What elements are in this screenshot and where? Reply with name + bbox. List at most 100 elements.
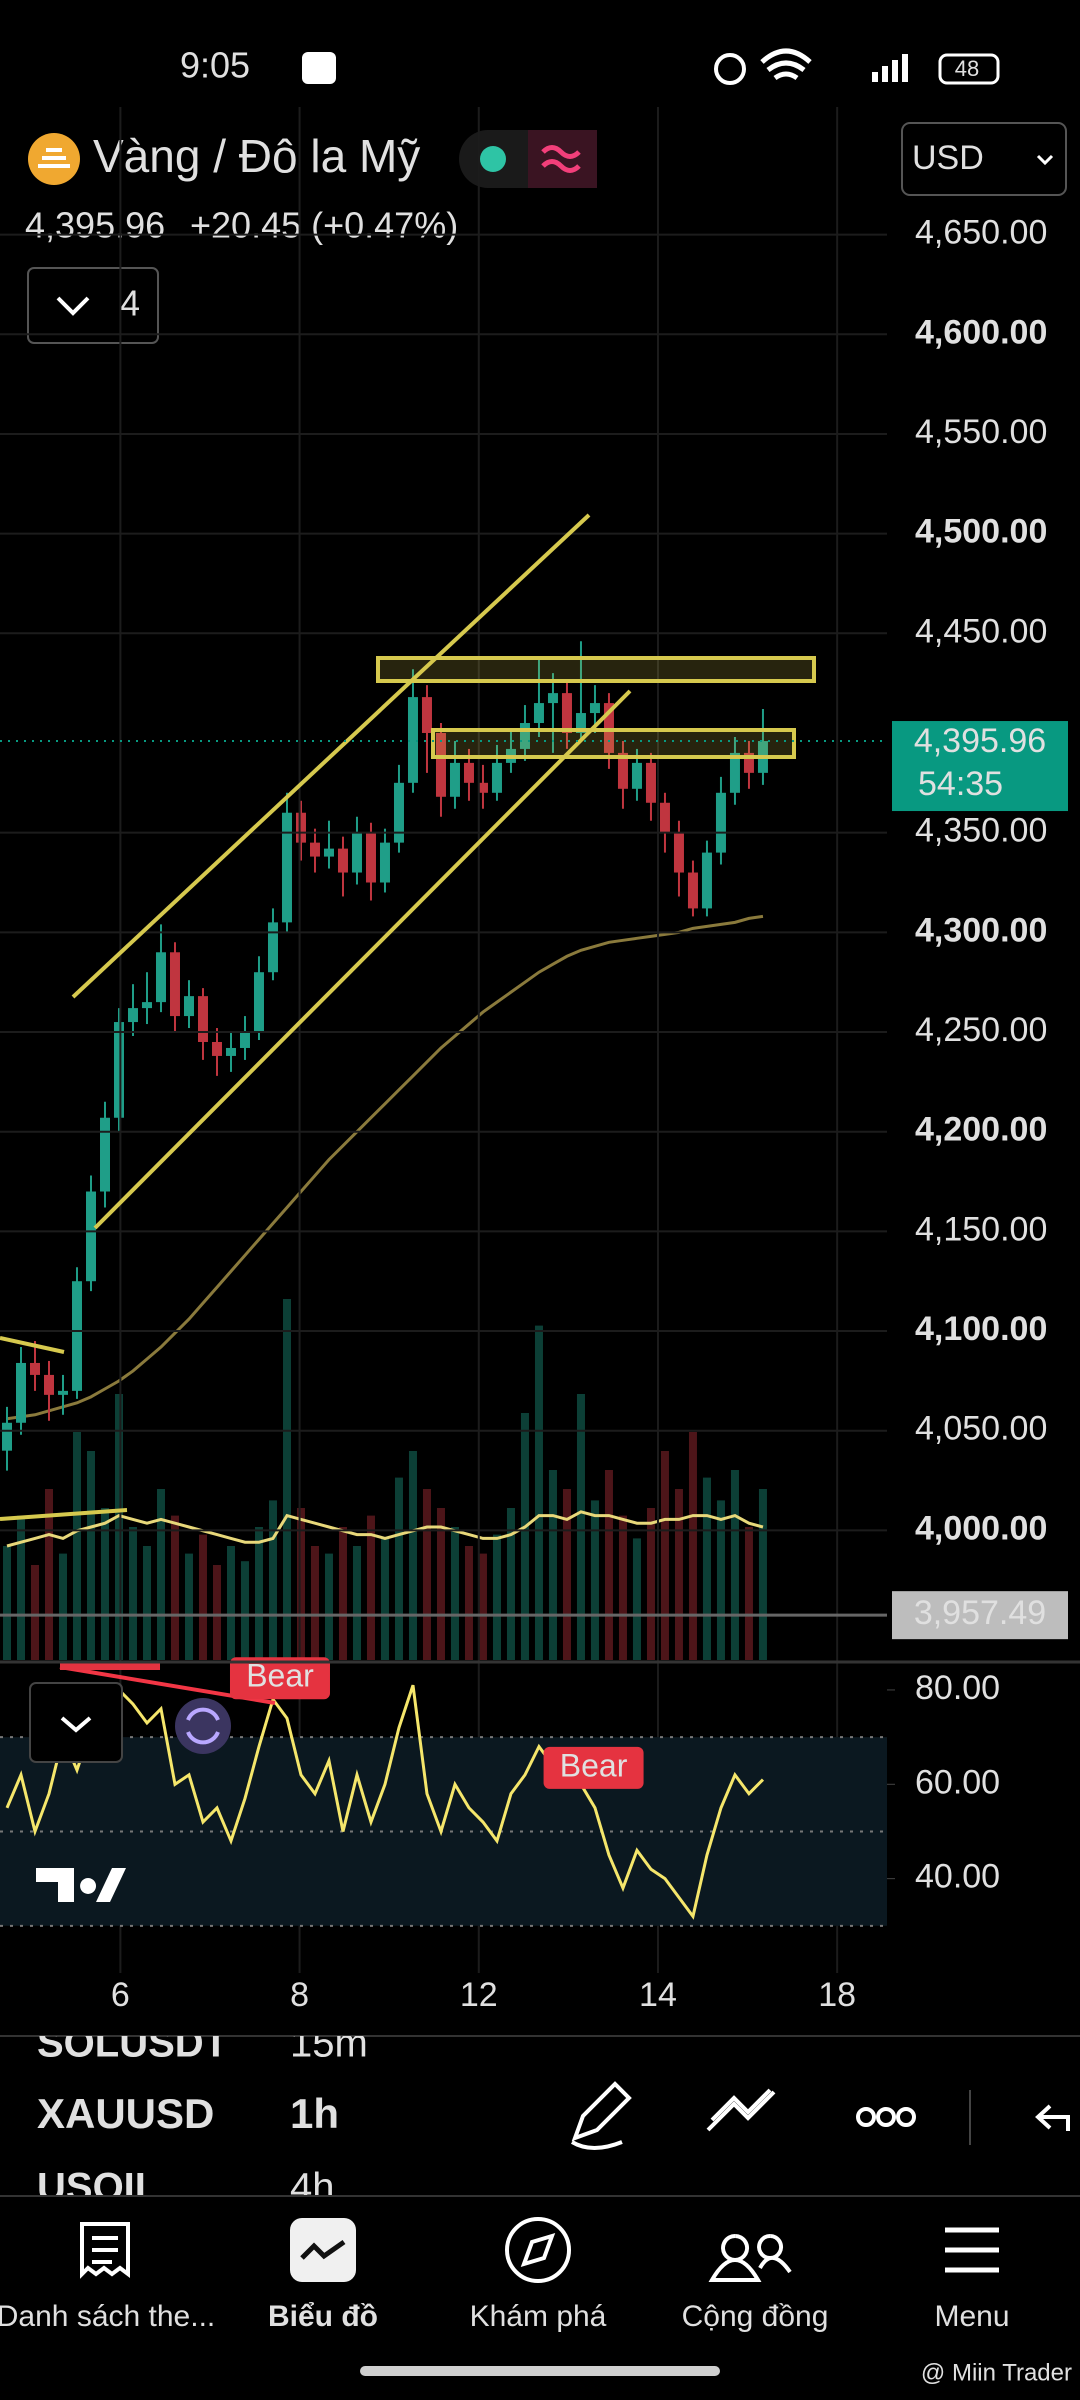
y-tick-label: 4,250.00	[915, 1011, 1047, 1049]
volume-bar	[576, 1394, 585, 1660]
volume-bar	[58, 1553, 67, 1660]
volume-bar	[114, 1394, 123, 1660]
nav-label[interactable]: Cộng đồng	[682, 2300, 829, 2333]
watermark: @ Miin Trader	[921, 2359, 1072, 2386]
volume-bar	[184, 1553, 193, 1660]
volume-bar	[268, 1500, 277, 1660]
chevron	[60, 1716, 92, 1733]
candle-body	[197, 996, 208, 1042]
volume-bar	[688, 1432, 697, 1660]
zone-box	[376, 656, 816, 683]
pane-collapse[interactable]	[29, 1682, 123, 1763]
candle-body	[491, 762, 502, 793]
nav-label[interactable]: Menu	[934, 2300, 1009, 2333]
volume-bar	[170, 1515, 179, 1660]
signal-icon	[872, 54, 908, 82]
nav-label[interactable]: Khám phá	[470, 2300, 607, 2333]
draw-button[interactable]	[570, 2081, 632, 2150]
nav-label[interactable]: Danh sách the...	[0, 2300, 215, 2333]
candle-body	[729, 752, 740, 793]
volume-bar	[2, 1546, 11, 1660]
candle-body	[519, 723, 530, 749]
volume-bar	[128, 1527, 137, 1660]
bottom-nav: Danh sách the... Biểu đồ Khám phá Cộng đồng…	[0, 2300, 1010, 2333]
candle-body	[547, 693, 558, 704]
trend-line	[0, 1508, 128, 1521]
candle-body	[687, 872, 698, 909]
candle-body	[323, 848, 334, 857]
volume-bar	[198, 1534, 207, 1660]
signal-label: Bear	[246, 1658, 314, 1694]
volume-bar	[716, 1500, 725, 1660]
trend-line	[71, 513, 591, 999]
y-tick-label: 4,000.00	[915, 1509, 1047, 1547]
interval-prev: 15m	[290, 2022, 368, 2066]
y-tick-label: 4,050.00	[915, 1410, 1047, 1448]
price: 4,395.96	[25, 205, 165, 246]
delay-icon	[541, 145, 581, 173]
volume-bar	[408, 1451, 417, 1660]
undo-button[interactable]	[1035, 2104, 1070, 2131]
candle-body	[575, 713, 586, 733]
currency-select[interactable]	[901, 122, 1067, 196]
volume-bar	[520, 1413, 529, 1660]
volume-bar	[660, 1451, 669, 1660]
candle-body	[435, 732, 446, 797]
candle-body	[645, 762, 656, 803]
candle-body	[561, 693, 572, 733]
candle-body	[337, 848, 348, 873]
nav-label[interactable]: Biểu đồ	[268, 2300, 378, 2333]
marker-price-box	[892, 1591, 1068, 1640]
marker-price-label: 3,957.49	[914, 1594, 1046, 1632]
interval[interactable]: 1h	[290, 2090, 339, 2137]
candle-body	[29, 1362, 40, 1375]
explore-icon	[505, 2217, 571, 2283]
candle-body	[99, 1117, 110, 1192]
indicator-toggle[interactable]	[27, 267, 159, 344]
candle-body	[57, 1390, 68, 1395]
symbol[interactable]: XAUUSD	[37, 2090, 214, 2137]
x-tick-label: 6	[111, 1976, 130, 2014]
volume-bar	[366, 1515, 375, 1660]
volume-bar	[226, 1546, 235, 1660]
rsi-tick-label: 60.00	[915, 1763, 1000, 1801]
candle-body	[127, 1008, 138, 1023]
volume-bar	[436, 1508, 445, 1660]
volume-bar	[702, 1477, 711, 1660]
candle-body	[183, 996, 194, 1017]
battery-icon	[938, 53, 1000, 85]
candle-body	[155, 952, 166, 1003]
volume-bar	[744, 1527, 753, 1660]
volume-bar	[44, 1489, 53, 1660]
trend-button[interactable]	[706, 2088, 776, 2132]
volume-bar	[478, 1553, 487, 1660]
volume-bar	[100, 1508, 109, 1660]
candle-body	[715, 792, 726, 853]
volume-bar	[324, 1553, 333, 1660]
candle-body	[589, 703, 600, 714]
battery-level: 48	[955, 56, 979, 81]
market-open-dot	[480, 146, 506, 172]
y-tick-label: 4,600.00	[915, 313, 1047, 351]
candle-body	[365, 832, 376, 883]
symbol-name[interactable]: Vàng / Đô la Mỹ	[93, 130, 420, 182]
y-tick-label: 4,650.00	[915, 214, 1047, 252]
candle-body	[71, 1281, 82, 1391]
volume-bar	[450, 1527, 459, 1660]
more-button[interactable]	[856, 2107, 916, 2127]
refresh-icon	[175, 1698, 231, 1754]
x-tick-label: 18	[818, 1976, 856, 2014]
candle-body	[1, 1422, 12, 1451]
volume-bar	[464, 1546, 473, 1660]
candle-body	[85, 1191, 96, 1282]
candle-body	[141, 1002, 152, 1009]
volume-bar	[296, 1508, 305, 1660]
volume-bar	[282, 1299, 291, 1660]
symbol-picker[interactable]: SOLUSDT 15m XAUUSD 1h USOIL 4h	[37, 2022, 368, 2210]
volume-bar	[16, 1515, 25, 1660]
status-pill-right	[528, 130, 597, 188]
signal-label-box	[229, 1657, 330, 1700]
notification-icon	[302, 52, 336, 84]
